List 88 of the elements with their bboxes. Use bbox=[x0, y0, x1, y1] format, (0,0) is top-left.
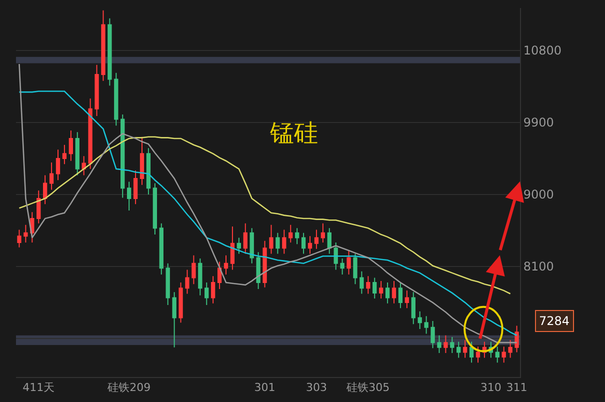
x-tick-label: 303 bbox=[306, 381, 327, 394]
candlestick bbox=[172, 292, 176, 348]
candlestick bbox=[210, 276, 216, 304]
candlestick bbox=[269, 224, 274, 254]
candlestick bbox=[508, 340, 512, 358]
candlestick bbox=[262, 240, 267, 288]
candlestick bbox=[166, 262, 170, 306]
x-tick-label: 硅铁209 bbox=[106, 381, 151, 394]
candlestick bbox=[120, 114, 125, 198]
candlestick bbox=[495, 346, 500, 364]
candlestick bbox=[49, 162, 54, 190]
candlestick bbox=[224, 254, 228, 276]
candlestick bbox=[126, 181, 132, 212]
candlestick bbox=[301, 232, 306, 254]
candlestick bbox=[243, 222, 248, 254]
candlestick bbox=[340, 258, 344, 276]
candlestick bbox=[282, 229, 286, 254]
candlestick bbox=[385, 282, 390, 304]
candlestick bbox=[276, 232, 280, 254]
y-tick-label: 9000 bbox=[523, 188, 554, 202]
candlestick bbox=[198, 258, 202, 296]
candlestick bbox=[418, 310, 422, 330]
candlestick bbox=[88, 98, 92, 170]
candlestick bbox=[250, 228, 254, 264]
x-tick-label: 411天 bbox=[22, 381, 55, 394]
candlestick bbox=[75, 132, 80, 176]
candlestick bbox=[288, 224, 293, 244]
candlestick bbox=[502, 346, 506, 364]
candlestick bbox=[411, 292, 416, 325]
x-tick-label: 硅铁305 bbox=[346, 381, 390, 394]
candlestick bbox=[430, 320, 435, 349]
candlestick bbox=[56, 149, 60, 181]
candlestick bbox=[133, 170, 138, 205]
candlestick bbox=[450, 336, 454, 354]
candlestick bbox=[42, 174, 48, 205]
candlestick bbox=[404, 290, 410, 309]
candlestick bbox=[256, 252, 260, 290]
text: 锰硅 bbox=[269, 119, 318, 147]
y-tick-label: 10800 bbox=[523, 44, 562, 58]
x-tick-label: 311 bbox=[506, 381, 528, 394]
candlestick bbox=[456, 341, 461, 358]
candlestick bbox=[334, 242, 338, 270]
candlestick bbox=[236, 237, 242, 254]
y-tick-label: 8100 bbox=[523, 260, 554, 274]
candlestick bbox=[108, 18, 112, 86]
candlestick bbox=[378, 280, 384, 300]
candlestick bbox=[514, 325, 519, 353]
candlestick bbox=[294, 228, 300, 245]
candlestick bbox=[346, 250, 351, 276]
candlestick bbox=[327, 228, 332, 254]
candlestick bbox=[82, 156, 86, 176]
candlestick bbox=[140, 136, 144, 186]
x-tick-label: 301 bbox=[254, 381, 276, 394]
candlestick bbox=[101, 10, 106, 82]
candlestick bbox=[217, 261, 222, 290]
candlestick bbox=[476, 346, 480, 364]
candlestick bbox=[424, 316, 428, 334]
candlestick bbox=[437, 334, 442, 354]
candlestick bbox=[192, 254, 196, 285]
candlestick bbox=[17, 229, 22, 248]
candlestick bbox=[230, 226, 235, 270]
candlestick bbox=[360, 270, 364, 294]
candlestick bbox=[462, 340, 468, 358]
x-tick-label: 310 bbox=[480, 381, 502, 394]
candlestick bbox=[392, 280, 396, 304]
candlestick bbox=[469, 341, 474, 364]
candlestick bbox=[24, 224, 28, 244]
text: 7284 bbox=[539, 314, 570, 328]
candlestick bbox=[398, 282, 403, 309]
candlestick bbox=[94, 64, 99, 117]
candlestick bbox=[314, 229, 319, 250]
candlestick bbox=[152, 182, 158, 236]
candlestick bbox=[444, 334, 448, 354]
candlestick bbox=[366, 276, 370, 294]
candlestick bbox=[68, 130, 74, 162]
candlestick bbox=[204, 282, 209, 306]
candlestick bbox=[146, 148, 151, 195]
candlestick bbox=[114, 72, 118, 126]
candlestick bbox=[372, 277, 377, 300]
candlestick bbox=[178, 282, 183, 324]
candlestick bbox=[36, 190, 41, 224]
candlestick bbox=[320, 222, 326, 244]
candlestick bbox=[353, 253, 358, 285]
y-tick-label: 9900 bbox=[523, 116, 554, 130]
candlestick bbox=[159, 222, 164, 276]
candlestick bbox=[62, 144, 67, 165]
candlestick bbox=[185, 269, 190, 294]
candlestick bbox=[308, 236, 312, 254]
